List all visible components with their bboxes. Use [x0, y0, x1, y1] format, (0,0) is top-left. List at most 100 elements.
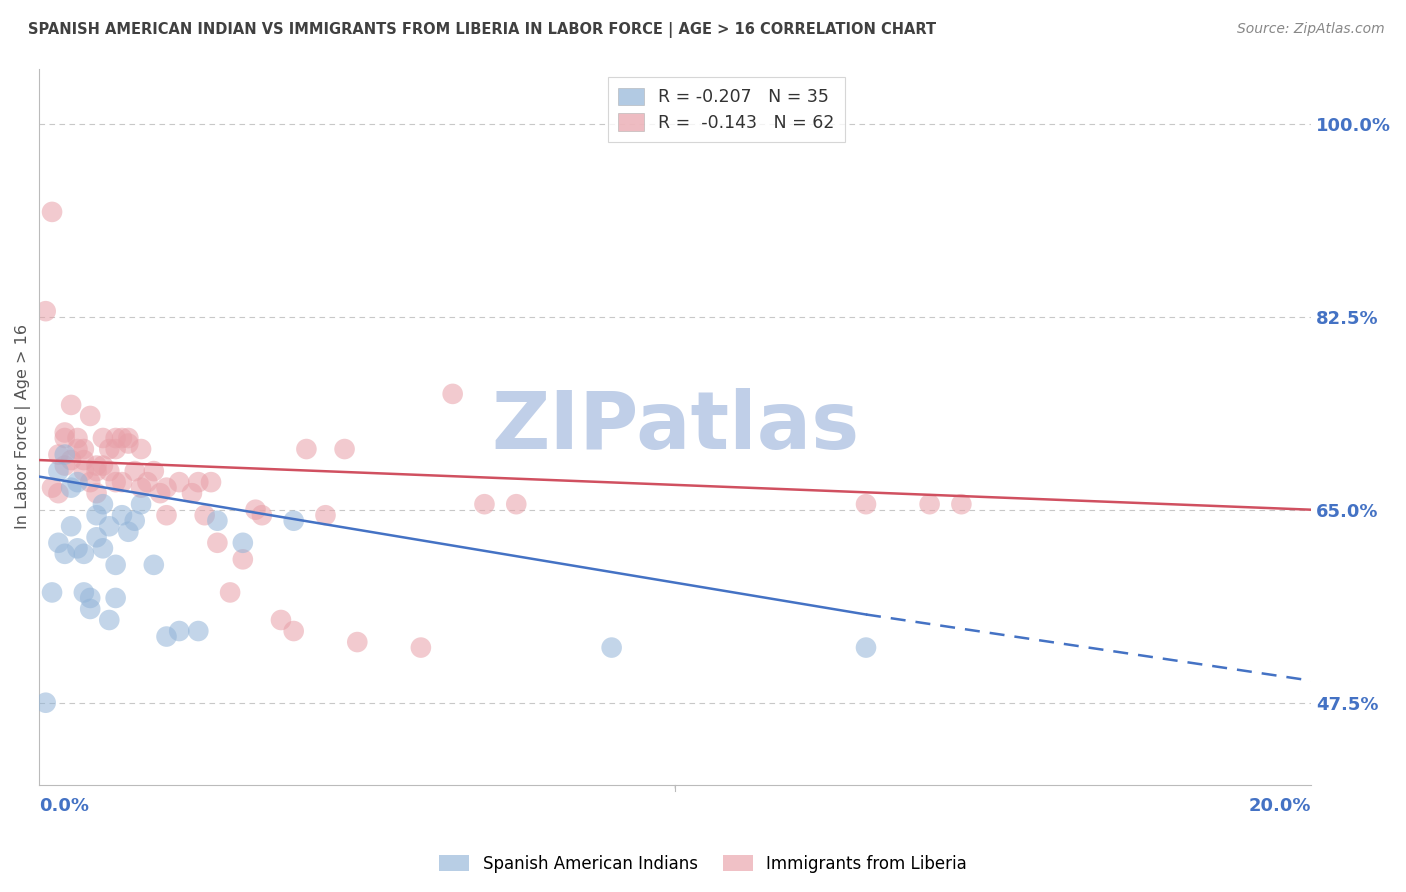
Point	[66, 541, 89, 556]
Point	[111, 508, 134, 523]
Point	[124, 514, 146, 528]
Point	[117, 431, 139, 445]
Legend: Spanish American Indians, Immigrants from Liberia: Spanish American Indians, Immigrants fro…	[433, 848, 973, 880]
Point	[295, 442, 318, 456]
Text: 0.0%: 0.0%	[39, 797, 90, 814]
Point	[333, 442, 356, 456]
Point	[48, 486, 70, 500]
Point	[86, 508, 108, 523]
Point	[48, 464, 70, 478]
Point	[142, 464, 165, 478]
Point	[53, 547, 76, 561]
Point	[86, 464, 108, 478]
Point	[187, 624, 209, 638]
Point	[91, 497, 114, 511]
Text: ZIPatlas: ZIPatlas	[491, 388, 859, 466]
Point	[104, 591, 127, 605]
Point	[91, 431, 114, 445]
Point	[155, 630, 177, 644]
Point	[855, 497, 877, 511]
Point	[86, 458, 108, 473]
Point	[142, 558, 165, 572]
Point	[117, 436, 139, 450]
Point	[346, 635, 368, 649]
Point	[111, 475, 134, 490]
Point	[66, 475, 89, 490]
Point	[111, 431, 134, 445]
Point	[104, 558, 127, 572]
Point	[91, 458, 114, 473]
Point	[60, 481, 83, 495]
Point	[187, 475, 209, 490]
Text: SPANISH AMERICAN INDIAN VS IMMIGRANTS FROM LIBERIA IN LABOR FORCE | AGE > 16 COR: SPANISH AMERICAN INDIAN VS IMMIGRANTS FR…	[28, 22, 936, 38]
Point	[79, 409, 101, 423]
Point	[73, 453, 96, 467]
Point	[250, 508, 273, 523]
Point	[48, 536, 70, 550]
Point	[194, 508, 217, 523]
Point	[232, 552, 254, 566]
Point	[41, 585, 63, 599]
Point	[91, 541, 114, 556]
Point	[232, 536, 254, 550]
Point	[104, 431, 127, 445]
Point	[53, 425, 76, 440]
Point	[73, 585, 96, 599]
Point	[136, 475, 159, 490]
Point	[129, 481, 152, 495]
Point	[270, 613, 292, 627]
Point	[104, 475, 127, 490]
Point	[60, 453, 83, 467]
Point	[53, 448, 76, 462]
Point	[129, 497, 152, 511]
Point	[98, 464, 121, 478]
Point	[167, 475, 190, 490]
Point	[53, 431, 76, 445]
Point	[245, 502, 267, 516]
Text: Source: ZipAtlas.com: Source: ZipAtlas.com	[1237, 22, 1385, 37]
Point	[98, 613, 121, 627]
Point	[41, 205, 63, 219]
Point	[950, 497, 973, 511]
Point	[474, 497, 496, 511]
Point	[34, 696, 56, 710]
Point	[79, 591, 101, 605]
Point	[79, 602, 101, 616]
Text: 20.0%: 20.0%	[1249, 797, 1312, 814]
Point	[283, 624, 305, 638]
Point	[73, 442, 96, 456]
Point	[207, 536, 229, 550]
Point	[918, 497, 941, 511]
Point	[98, 519, 121, 533]
Point	[79, 475, 101, 490]
Point	[41, 481, 63, 495]
Point	[73, 547, 96, 561]
Point	[129, 442, 152, 456]
Point	[855, 640, 877, 655]
Point	[315, 508, 337, 523]
Point	[53, 458, 76, 473]
Point	[73, 464, 96, 478]
Point	[117, 524, 139, 539]
Point	[505, 497, 527, 511]
Point	[124, 464, 146, 478]
Y-axis label: In Labor Force | Age > 16: In Labor Force | Age > 16	[15, 325, 31, 530]
Point	[219, 585, 242, 599]
Point	[600, 640, 623, 655]
Point	[181, 486, 204, 500]
Point	[167, 624, 190, 638]
Point	[34, 304, 56, 318]
Point	[48, 448, 70, 462]
Point	[86, 486, 108, 500]
Point	[207, 514, 229, 528]
Point	[104, 442, 127, 456]
Point	[149, 486, 172, 500]
Point	[409, 640, 432, 655]
Point	[155, 508, 177, 523]
Point	[66, 431, 89, 445]
Point	[86, 530, 108, 544]
Point	[155, 481, 177, 495]
Point	[283, 514, 305, 528]
Point	[98, 442, 121, 456]
Point	[66, 442, 89, 456]
